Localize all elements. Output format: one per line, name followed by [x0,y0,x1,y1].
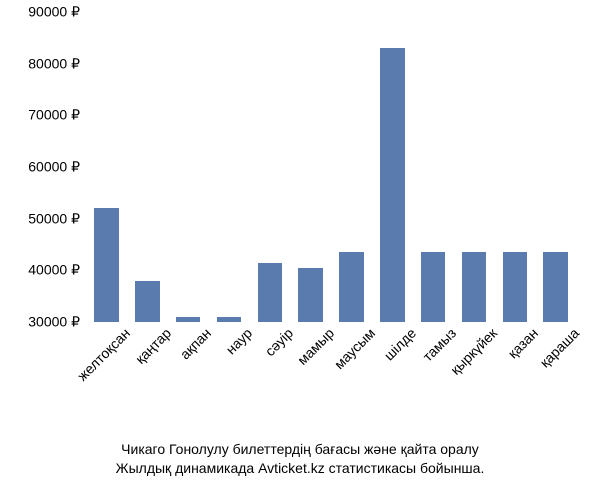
bar [503,252,528,322]
bar [462,252,487,322]
y-axis-tick: 60000 ₽ [28,159,86,176]
caption-line: Жылдық динамикада Avticket.kz статистика… [0,459,600,478]
chart-caption: Чикаго Гонолулу билеттердің бағасы және … [0,440,600,478]
bar [217,317,242,322]
y-axis-tick: 80000 ₽ [28,55,86,72]
bar [543,252,568,322]
bar [94,208,119,322]
bar [298,268,323,322]
bar [421,252,446,322]
bar [176,317,201,322]
y-axis-tick: 90000 ₽ [28,4,86,21]
y-axis-tick: 40000 ₽ [28,262,86,279]
y-axis-tick: 30000 ₽ [28,314,86,331]
bar [339,252,364,322]
bar [258,263,283,322]
caption-line: Чикаго Гонолулу билеттердің бағасы және … [0,440,600,459]
bar [380,48,405,322]
plot-area: 30000 ₽40000 ₽50000 ₽60000 ₽70000 ₽80000… [86,12,576,322]
y-axis-tick: 50000 ₽ [28,210,86,227]
y-axis-tick: 70000 ₽ [28,107,86,124]
price-chart: 30000 ₽ 40000 ₽ 50000 ₽ 60000 ₽ 70000 ₽ 80000… [0,0,600,500]
bar [135,281,160,322]
